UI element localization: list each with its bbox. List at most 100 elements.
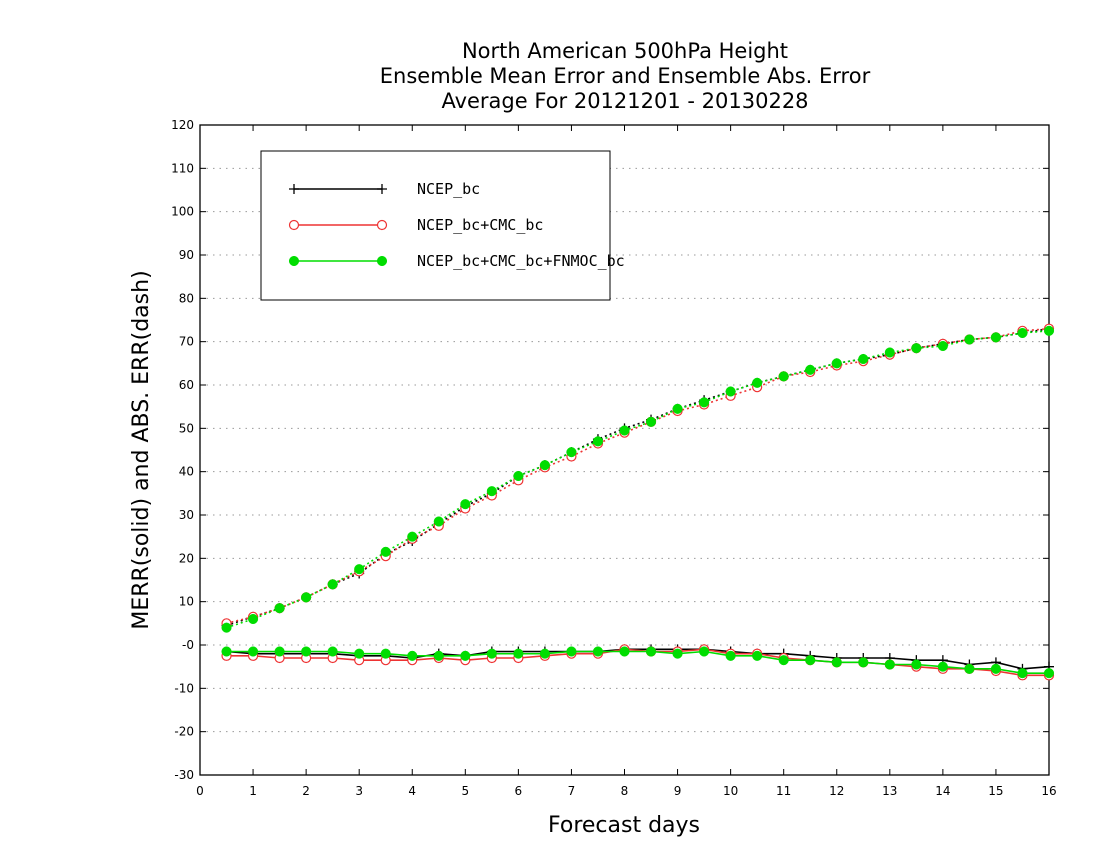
y-tick-label: 120: [171, 118, 194, 132]
y-tick-label: -20: [174, 725, 194, 739]
y-tick-label: -30: [174, 768, 194, 782]
legend-marker: [289, 184, 299, 194]
abserr-point: [884, 347, 895, 358]
merr-point: [380, 648, 391, 659]
legend-marker: [376, 255, 388, 267]
legend-entry: NCEP_bc: [289, 180, 480, 198]
abserr-point: [407, 531, 418, 542]
x-tick-label: 13: [882, 784, 897, 798]
abserr-line: [226, 327, 1050, 625]
y-tick-label: 100: [171, 205, 194, 219]
abserr-point: [327, 579, 338, 590]
x-tick-label: 14: [935, 784, 950, 798]
abserr-point: [301, 592, 312, 603]
series-2: [221, 325, 1055, 679]
series-1: [221, 323, 1055, 681]
merr-point: [964, 663, 975, 674]
legend-marker: [288, 255, 300, 267]
merr-point: [858, 657, 869, 668]
merr-point: [1017, 668, 1028, 679]
legend-label: NCEP_bc+CMC_bc: [417, 216, 543, 234]
merr-point: [619, 646, 630, 657]
title-line: Average For 20121201 - 20130228: [441, 89, 808, 113]
merr-point: [301, 646, 312, 657]
y-axis-label: MERR(solid) and ABS. ERR(dash): [129, 270, 154, 629]
y-tick-label: 30: [179, 508, 194, 522]
merr-point: [513, 648, 524, 659]
merr-point: [354, 648, 365, 659]
x-tick-label: 3: [355, 784, 363, 798]
abserr-point: [645, 416, 657, 427]
series-group: [221, 323, 1055, 681]
merr-point: [990, 663, 1001, 674]
x-tick-label: 7: [568, 784, 576, 798]
series-0: [221, 323, 1054, 674]
abserr-point: [990, 332, 1001, 343]
merr-point: [221, 646, 232, 657]
x-axis-ticks: 0 1 2 3 4 5 6 7 8 9 10 11 12 13 14 15 16: [196, 125, 1057, 798]
abserr-point: [619, 425, 630, 436]
abserr-point: [380, 546, 391, 557]
x-tick-label: 11: [776, 784, 791, 798]
merr-point: [1043, 668, 1055, 679]
abserr-point: [1043, 325, 1055, 336]
x-tick-label: 6: [515, 784, 523, 798]
legend-label: NCEP_bc: [417, 180, 480, 198]
y-tick-label: 60: [179, 378, 194, 392]
abserr-point: [566, 447, 577, 458]
y-tick-label: 20: [179, 551, 194, 565]
abserr-point: [460, 499, 471, 510]
abserr-line: [226, 327, 1050, 627]
merr-point: [460, 650, 471, 661]
x-tick-label: 8: [621, 784, 629, 798]
abserr-point: [831, 358, 842, 369]
y-tick-label: 80: [179, 291, 194, 305]
abserr-point: [1017, 327, 1028, 339]
abserr-point: [513, 470, 524, 482]
x-tick-label: 4: [408, 784, 416, 798]
merr-point: [566, 646, 577, 657]
merr-point: [327, 646, 338, 657]
x-tick-label: 10: [723, 784, 738, 798]
y-tick-label: 10: [179, 595, 194, 609]
y-tick-label: 50: [179, 421, 194, 435]
abserr-point: [805, 364, 816, 375]
abserr-point: [248, 613, 259, 625]
x-tick-label: 5: [461, 784, 469, 798]
merr-point: [752, 650, 763, 661]
abserr-point: [725, 386, 736, 397]
merr-point: [274, 646, 285, 657]
x-tick-label: 9: [674, 784, 682, 798]
abserr-point: [699, 397, 710, 408]
title-line: Ensemble Mean Error and Ensemble Abs. Er…: [380, 64, 871, 88]
legend-entry: NCEP_bc+CMC_bc+FNMOC_bc: [288, 252, 625, 270]
legend-marker: [288, 219, 300, 231]
merr-point: [407, 650, 418, 661]
merr-point: [911, 659, 922, 670]
abserr-point: [937, 340, 948, 352]
legend-marker: [376, 219, 388, 231]
abserr-point: [778, 371, 789, 382]
abserr-point: [221, 622, 232, 633]
x-tick-label: 2: [302, 784, 310, 798]
y-tick-label: 110: [171, 161, 194, 175]
merr-point: [645, 646, 657, 657]
x-tick-label: 0: [196, 784, 204, 798]
merr-point: [725, 650, 736, 661]
merr-point: [884, 659, 895, 670]
x-tick-label: 15: [988, 784, 1003, 798]
x-axis-label: Forecast days: [548, 813, 700, 838]
abserr-point: [911, 343, 922, 354]
abserr-point: [592, 436, 604, 447]
y-tick-label: 40: [179, 465, 194, 479]
merr-point: [937, 661, 948, 672]
abserr-point: [486, 486, 497, 497]
legend-marker: [377, 184, 387, 194]
abserr-line: [226, 330, 1050, 629]
abserr-point: [433, 516, 444, 527]
abserr-point: [752, 377, 763, 388]
x-tick-label: 16: [1041, 784, 1056, 798]
x-tick-label: 1: [249, 784, 257, 798]
y-tick-label: 70: [179, 335, 194, 349]
legend-entry: NCEP_bc+CMC_bc: [288, 216, 543, 234]
